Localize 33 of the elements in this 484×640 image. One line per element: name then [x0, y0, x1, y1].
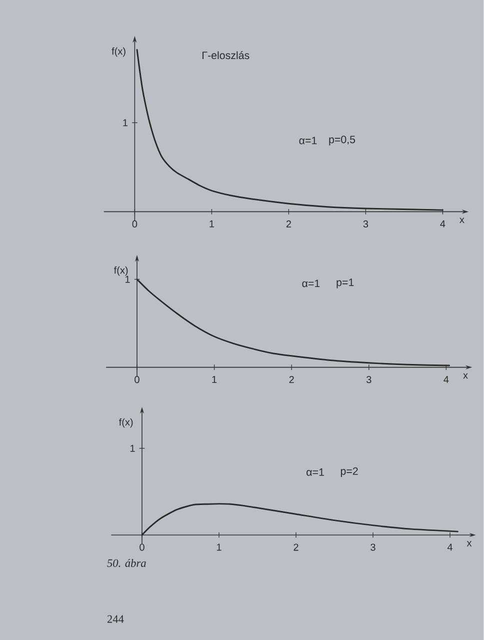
text: 1 — [130, 444, 135, 452]
x-axis-title: x — [460, 218, 464, 224]
x-tick-label: 0 — [140, 544, 145, 551]
annotation: p=1 — [336, 278, 354, 288]
text: α=1 — [306, 468, 324, 476]
x-tick-label: 3 — [366, 376, 372, 384]
x-tick-label: 0 — [132, 220, 138, 228]
x-tick-label: 3 — [370, 544, 376, 551]
text: p=2 — [341, 467, 358, 477]
text: 50. ábra — [107, 558, 146, 568]
x-tick-label: 0 — [134, 376, 140, 384]
x-tick-label: 2 — [294, 544, 298, 551]
annotation: p=0,5 — [329, 136, 356, 146]
x-tick-label: 1 — [210, 220, 214, 228]
x-tick-label: 4 — [440, 220, 446, 228]
x-axis-title: x — [463, 373, 468, 379]
x-tick-label: 4 — [448, 544, 453, 551]
x-tick-label: 2 — [289, 376, 294, 383]
text: 244 — [108, 615, 124, 623]
chart-title: Γ-eloszlás — [202, 51, 250, 60]
x-tick-label: 2 — [286, 220, 292, 228]
x-tick-label: 1 — [212, 376, 217, 383]
y-axis-title: f(x) — [114, 266, 128, 276]
annotation: α=1 — [302, 280, 320, 288]
x-tick-label: 1 — [217, 544, 222, 551]
x-tick-label: 3 — [363, 220, 368, 228]
x-axis-title: x — [467, 541, 472, 546]
annotation: α=1 — [299, 136, 317, 144]
annotation: 1 — [126, 276, 130, 283]
x-tick-label: 4 — [444, 376, 449, 383]
annotation: 1 — [123, 119, 128, 126]
y-axis-title: f(x) — [119, 418, 133, 428]
y-axis-title: f(x) — [112, 47, 126, 57]
